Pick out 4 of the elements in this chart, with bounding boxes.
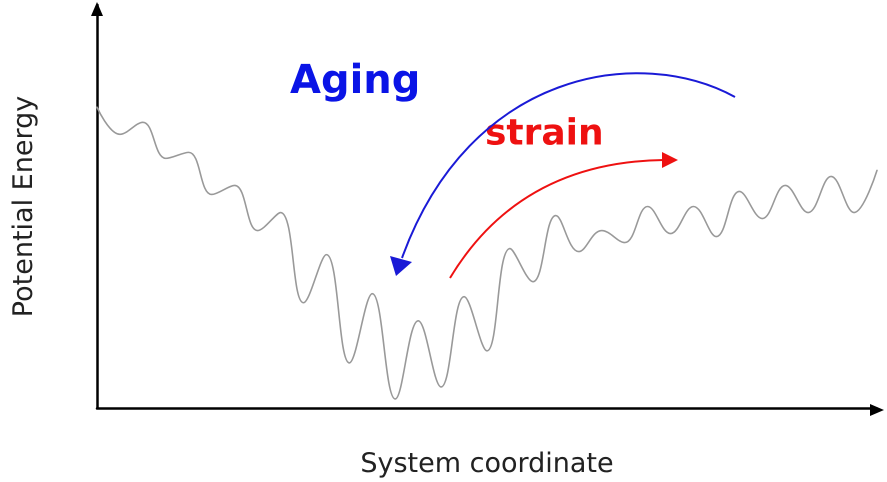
annotation: strain [485, 112, 604, 154]
y-axis-title: Potential Energy [8, 96, 39, 318]
x-axis-title: System coordinate [360, 448, 614, 479]
text: Aging [290, 57, 420, 103]
